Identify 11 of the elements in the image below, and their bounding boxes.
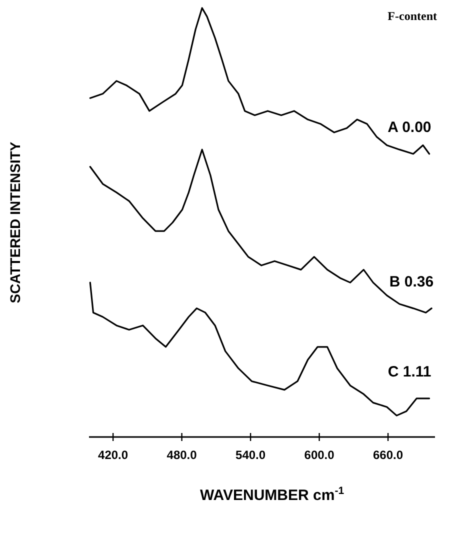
series-label: C 1.11 bbox=[388, 363, 432, 380]
x-tick-label: 660.0 bbox=[373, 448, 404, 462]
x-tick-label: 480.0 bbox=[166, 448, 198, 462]
x-tick-label: 600.0 bbox=[304, 448, 335, 462]
series-label: B 0.36 bbox=[389, 273, 434, 290]
x-tick-label: 420.0 bbox=[98, 448, 128, 462]
x-axis-title: WAVENUMBER cm$^{-1}$ bbox=[200, 485, 344, 504]
x-tick-label: 540.0 bbox=[236, 448, 266, 462]
series-label: A 0.00 bbox=[388, 118, 432, 136]
y-axis-title: SCATTERED INTENSITY bbox=[7, 141, 23, 304]
legend-title: F-content bbox=[388, 9, 437, 23]
